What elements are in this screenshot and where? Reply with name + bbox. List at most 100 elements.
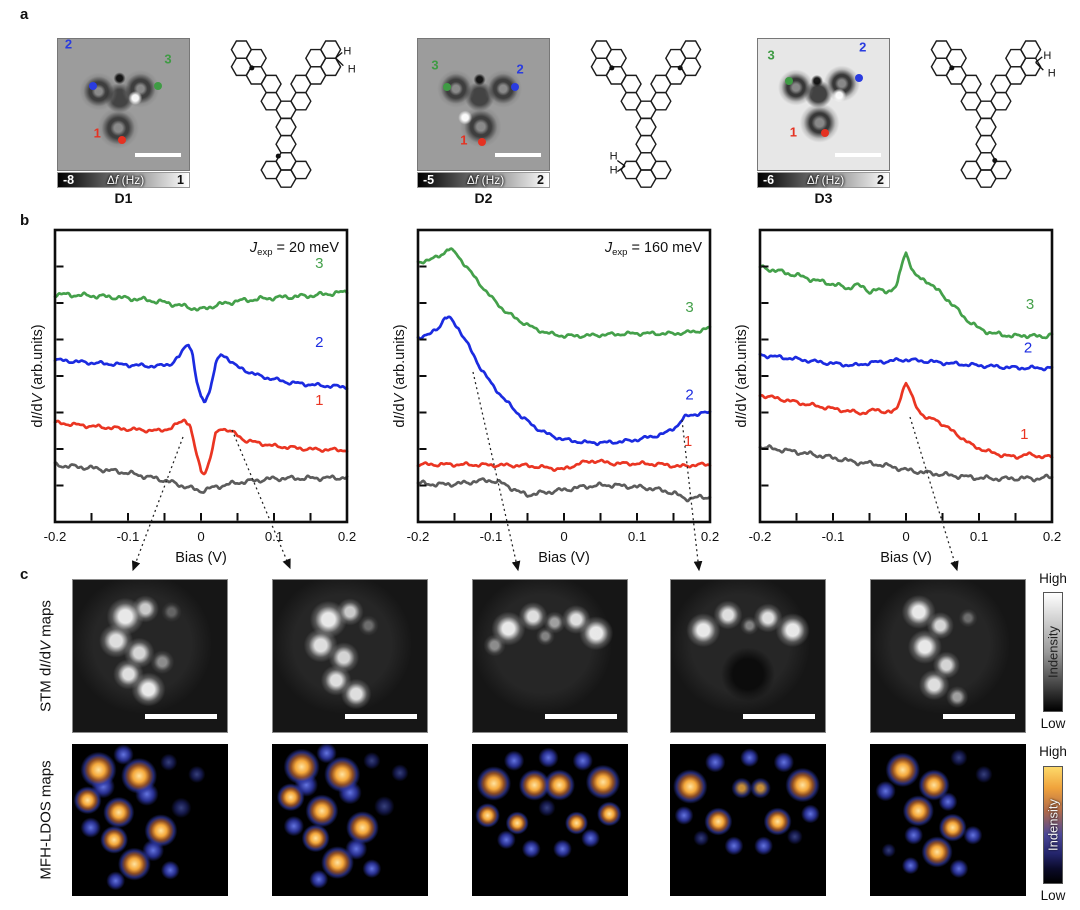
curve-label-3: 3 [685, 299, 693, 316]
benzene-ring [635, 117, 657, 137]
colorbar-min-value: -8 [63, 173, 75, 187]
marker-dot-1 [820, 129, 829, 138]
stm-colorbar-low-label: Low [1040, 716, 1066, 731]
benzene-ring [679, 57, 702, 77]
benzene-ring [275, 117, 297, 137]
c-h-bond [335, 57, 344, 67]
benzene-ring [275, 169, 297, 188]
x-tick-label: 0.1 [265, 529, 283, 544]
c-h-bond [616, 159, 626, 167]
marker-dot-2 [510, 83, 519, 92]
colorbar-title: Δf (Hz) [466, 173, 505, 187]
mfh-ldos-map-5 [870, 744, 1026, 896]
spectra-plot-d3: 3 2 1 -0.2 -0.1 0 0.1 0.2 Bias (V) [749, 228, 1061, 566]
structure-svg: HH [230, 40, 356, 188]
benzene-ring [590, 40, 613, 59]
stm-colorbar-gradient [1043, 592, 1063, 712]
curve-label-1: 1 [684, 433, 692, 450]
benzene-ring [930, 40, 953, 59]
benzene-ring [635, 169, 657, 188]
scale-bar [345, 714, 417, 719]
radical-dot [677, 65, 683, 71]
curve-label-3: 3 [315, 255, 323, 272]
radical-dot [275, 153, 281, 159]
panel-a-label: a [20, 6, 29, 23]
marker-label-2: 2 [859, 39, 867, 55]
x-tick-label: -0.2 [44, 529, 67, 544]
plot-svg: 3 2 1 -0.2 -0.1 0 0.1 0.2 Bias (V) Jexp = 20 meV [44, 228, 356, 566]
benzene-ring [1019, 40, 1042, 59]
mfh-ldos-map-4 [670, 744, 826, 896]
stm-colorbar-axis-label: Indensity [1045, 625, 1061, 679]
mfh-colorbar-axis-label: Indensity [1045, 798, 1061, 852]
stm-didv-map-1 [72, 579, 228, 733]
marker-dot-1 [478, 138, 487, 147]
curve-3 [53, 289, 349, 312]
y-axis-label-plot2: dI/dV (arb.units) [392, 324, 408, 428]
stm-colorbar-high-label: High [1039, 571, 1067, 586]
curve-label-2: 2 [1024, 340, 1032, 357]
mfh-ldos-map-2 [272, 744, 428, 896]
marker-label-3: 3 [164, 51, 172, 67]
curve-label-1: 1 [1020, 426, 1028, 443]
exchange-coupling-annotation: Jexp = 160 meV [604, 240, 702, 258]
panel-c-label: c [20, 566, 29, 583]
x-tick-label: -0.1 [480, 529, 503, 544]
row-label-stm-didv-maps: STM dI/dV maps [37, 600, 55, 712]
scale-bar [545, 714, 617, 719]
y-axis-label-plot1: dI/dV (arb.units) [30, 324, 46, 428]
plot-svg: 3 2 1 -0.2 -0.1 0 0.1 0.2 Bias (V) [749, 228, 1061, 566]
spectra-plot-d2: 3 2 1 -0.2 -0.1 0 0.1 0.2 Bias (V) Jexp = 160 meV [407, 228, 719, 566]
benzene-ring [975, 117, 997, 137]
mfh-colorbar-high-label: High [1039, 744, 1067, 759]
marker-dot-3 [442, 83, 451, 92]
spectra-plot-d1: 3 2 1 -0.2 -0.1 0 0.1 0.2 Bias (V) Jexp = 20 meV [44, 228, 356, 566]
x-tick-label: 0.1 [628, 529, 646, 544]
marker-dot-1 [118, 135, 127, 144]
curve-3 [758, 251, 1054, 340]
mfh-colorbar-low-label: Low [1040, 888, 1066, 903]
curve-reference [758, 444, 1054, 483]
afm-colorbar-d2: -5 Δf (Hz) 2 [417, 172, 550, 188]
marker-label-1: 1 [93, 125, 101, 141]
curve-1 [758, 381, 1054, 460]
benzene-ring [275, 134, 297, 154]
c-h-bond [616, 165, 626, 173]
curve-reference [53, 461, 349, 494]
marker-label-3: 3 [431, 57, 439, 73]
colorbar-max-value: 1 [177, 173, 184, 187]
curve-2 [416, 315, 712, 447]
marker-dot-2 [854, 74, 863, 83]
radical-dot [949, 65, 955, 71]
exchange-coupling-annotation: Jexp = 20 meV [249, 240, 339, 258]
stm-didv-map-2 [272, 579, 428, 733]
mfh-colorbar-gradient [1043, 766, 1063, 884]
colorbar-max-value: 2 [877, 173, 884, 187]
curve-2 [758, 352, 1054, 372]
hydrogen-label: H [1043, 50, 1051, 62]
benzene-ring [230, 57, 253, 77]
x-tick-label: 0.2 [701, 529, 719, 544]
curve-reference [416, 477, 712, 503]
structure-svg: HH [590, 40, 702, 188]
afm-image-d2: 3 2 1 [417, 38, 550, 171]
x-tick-label: 0.1 [970, 529, 988, 544]
marker-dot-3 [785, 76, 794, 85]
x-tick-label: -0.1 [822, 529, 845, 544]
benzene-ring [230, 40, 253, 59]
benzene-ring [590, 57, 613, 77]
x-tick-label: 0 [197, 529, 204, 544]
hydrogen-label: H [610, 165, 618, 177]
x-tick-label: 0 [560, 529, 567, 544]
colorbar-title: Δf (Hz) [106, 173, 145, 187]
stm-didv-map-5 [870, 579, 1026, 733]
benzene-ring [650, 91, 672, 111]
afm-colorbar-d1: -8 Δf (Hz) 1 [57, 172, 190, 188]
hydrogen-label: H [610, 150, 618, 162]
stm-didv-map-4 [670, 579, 826, 733]
marker-label-3: 3 [767, 47, 775, 63]
x-axis-label: Bias (V) [175, 550, 227, 566]
curve-label-3: 3 [1026, 296, 1034, 313]
afm-image-d1: 2 3 1 [57, 37, 190, 171]
